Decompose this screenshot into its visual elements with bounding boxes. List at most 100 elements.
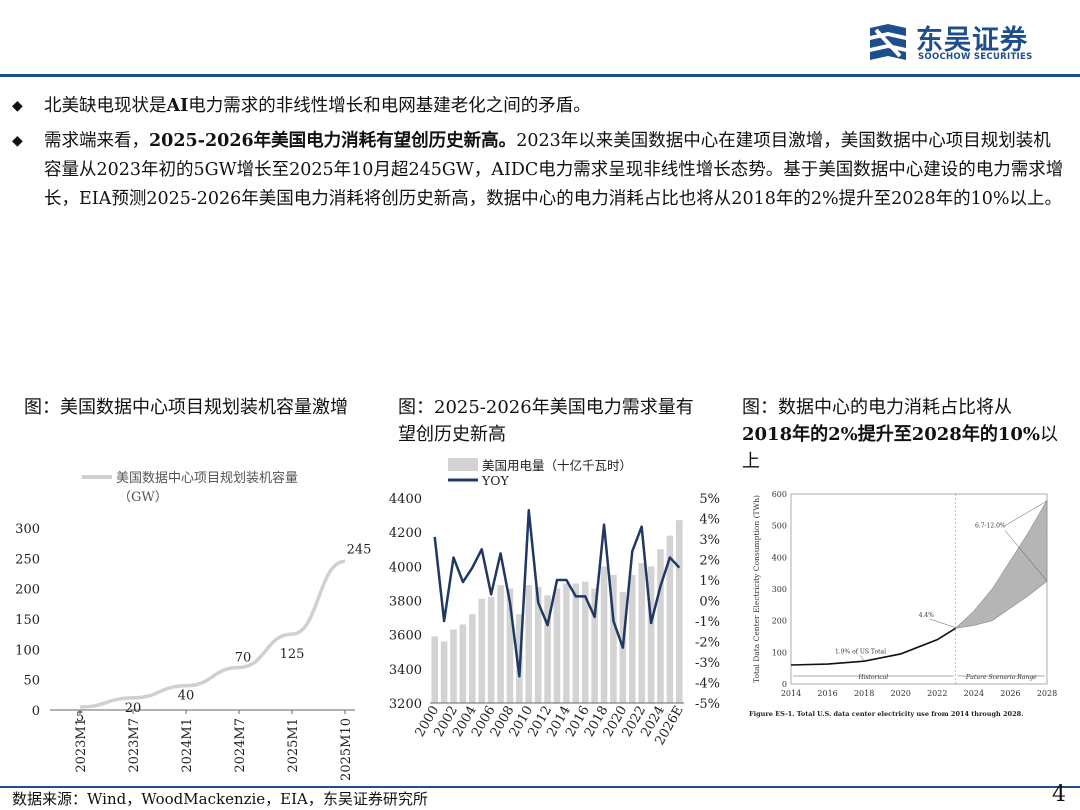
y-right-tick-label: 0% <box>699 595 720 610</box>
page-number: 4 <box>1052 782 1066 807</box>
y-right-tick-label: 5% <box>699 492 720 507</box>
y-right-tick-label: 4% <box>699 513 720 528</box>
y-tick-label: 200 <box>772 617 787 626</box>
footer-divider <box>0 786 1080 788</box>
x-tick-label: 2014 <box>781 689 801 698</box>
y-axis-label: Total Data Center Electricity Consumptio… <box>752 495 761 683</box>
data-label: 5 <box>76 710 84 725</box>
annotation-leader <box>1004 530 1048 582</box>
logo-text-en: SOOCHOW SECURITIES <box>918 52 1033 62</box>
datacenter-consumption-chart: 0 100 200 300 400 500 600 2014 2016 2018 2020 2022 2… <box>749 490 1057 718</box>
historical-line <box>790 627 956 666</box>
y-right-tick-label: 2% <box>699 554 720 569</box>
legend-label-line: YOY <box>481 473 509 488</box>
y-right-tick-label: -2% <box>695 636 720 651</box>
y-tick-label: 50 <box>23 674 40 689</box>
x-tick-label: 2026 <box>1000 689 1020 698</box>
x-tick-label: 2025M10 <box>339 718 354 780</box>
bar <box>666 535 674 703</box>
x-tick-label: 2024 <box>964 689 984 698</box>
bar <box>478 598 486 703</box>
bar <box>638 562 645 703</box>
series-line <box>79 559 346 709</box>
y-tick-label: 100 <box>772 648 787 657</box>
y-left-tick-label: 3400 <box>389 663 422 678</box>
x-tick-label: 2023M7 <box>127 718 142 773</box>
header: 东吴证券 SOOCHOW SECURITIES <box>0 0 1080 77</box>
capacity-line-chart: 美国数据中心项目规划装机容量 （GW） 0 50 100 150 200 250 300 2023… <box>15 470 372 780</box>
diamond-icon: ◆ <box>12 133 23 149</box>
bar <box>544 595 551 703</box>
header-divider <box>0 74 1080 77</box>
bar <box>431 636 438 703</box>
left-chart-title: 图：美国数据中心项目规划装机容量激增 <box>24 397 348 418</box>
bar <box>676 520 683 703</box>
x-tick-label: 2016 <box>817 689 837 698</box>
bar <box>563 583 570 703</box>
logo-text-cn: 东吴证券 <box>916 25 1028 56</box>
y-tick-label: 300 <box>15 522 40 537</box>
bar <box>487 597 495 703</box>
x-tick-label: 2025M1 <box>286 718 301 773</box>
y-tick-label: 250 <box>15 552 40 567</box>
y-tick-label: 100 <box>15 643 40 658</box>
company-logo: 东吴证券 SOOCHOW SECURITIES <box>866 18 1066 68</box>
bar <box>440 641 448 703</box>
y-tick-label: 0 <box>782 680 787 689</box>
logo-mark-icon <box>870 24 906 60</box>
x-tick-label: 2028 <box>1037 689 1057 698</box>
bullet-item: ◆ 需求端来看，2025-2026年美国电力消耗有望创历史新高。2023年以来美… <box>12 127 1067 214</box>
y-right-tick-label: -4% <box>695 677 720 692</box>
y-right-tick-label: -5% <box>695 697 720 712</box>
annotation-label: 1.9% of US Total <box>835 649 886 656</box>
y-tick-label: 500 <box>772 522 787 531</box>
bar <box>600 566 608 703</box>
x-tick-label: 2023M1 <box>74 718 89 773</box>
right-chart-title: 图：数据中心的电力消耗占比将从2018年的2%提升至2028年的10%以上 <box>742 397 1058 472</box>
y-tick-label: 0 <box>32 704 40 719</box>
data-label: 70 <box>235 651 252 666</box>
legend-label-unit: （GW） <box>118 490 168 505</box>
bar <box>628 574 636 703</box>
annotation-label: 6.7-12.0% <box>975 522 1006 529</box>
bar <box>497 585 504 703</box>
annotation-leader <box>1004 500 1048 526</box>
annotation-leader <box>929 618 956 628</box>
y-left-tick-label: 4200 <box>389 526 422 541</box>
region-label-future: Future Scenario Range <box>965 674 1037 681</box>
y-right-tick-label: -3% <box>695 656 720 671</box>
bar <box>534 586 542 703</box>
diamond-icon: ◆ <box>12 98 23 114</box>
x-tick-label: 2024M7 <box>233 718 248 773</box>
bar <box>572 583 580 703</box>
y-left-tick-label: 3600 <box>389 629 422 644</box>
y-tick-label: 200 <box>15 583 40 598</box>
data-label: 40 <box>178 689 195 704</box>
x-tick-label: 2022 <box>927 689 947 698</box>
data-source: 数据来源：Wind，WoodMackenzie，EIA，东吴证券研究所 <box>12 790 428 808</box>
y-left-tick-label: 4000 <box>389 560 422 575</box>
bullet-item: ◆ 北美缺电现状是AI电力需求的非线性增长和电网基建老化之间的矛盾。 <box>12 92 1067 121</box>
figure-caption: Figure ES-1. Total U.S. data center elec… <box>749 710 1023 718</box>
electricity-demand-chart: 美国用电量（十亿千瓦时）YOY 3200 3400 3600 3800 4000 4200 4… <box>389 458 720 748</box>
x-tick-label: 2024M1 <box>180 718 195 773</box>
bullet-list: ◆ 北美缺电现状是AI电力需求的非线性增长和电网基建老化之间的矛盾。 ◆ 需求端… <box>12 92 1067 220</box>
bar <box>450 629 457 703</box>
data-label: 125 <box>280 647 305 662</box>
bar <box>647 566 655 703</box>
bullet-text: 北美缺电现状是AI电力需求的非线性增长和电网基建老化之间的矛盾。 <box>44 96 591 116</box>
legend-swatch-bar <box>448 458 478 471</box>
bar <box>525 585 533 703</box>
y-tick-label: 600 <box>772 490 787 499</box>
plot-frame <box>790 493 1048 685</box>
y-right-tick-label: -1% <box>695 615 720 630</box>
bar <box>459 624 467 703</box>
x-tick-label: 2020 <box>891 689 911 698</box>
x-tick-label: 2018 <box>854 689 874 698</box>
scenario-band <box>954 499 1048 629</box>
bar <box>657 549 664 703</box>
data-label: 245 <box>347 542 372 557</box>
bar <box>581 581 589 703</box>
y-left-tick-label: 3800 <box>389 595 422 610</box>
bar <box>610 574 617 703</box>
